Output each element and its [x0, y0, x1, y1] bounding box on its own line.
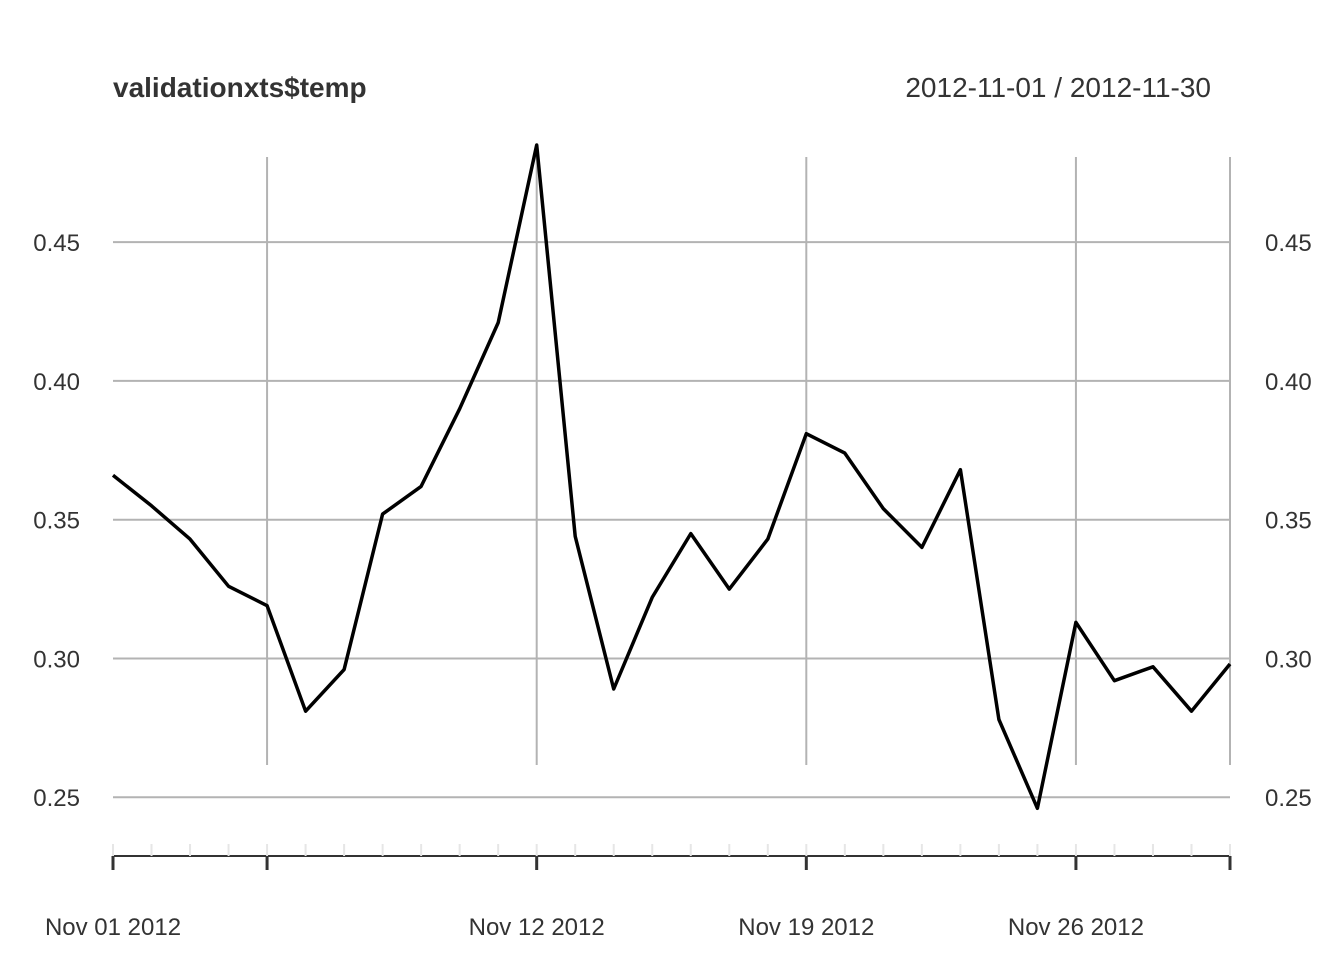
- y-tick-label-right: 0.40: [1265, 369, 1312, 396]
- x-tick-label: Nov 26 2012: [1008, 914, 1144, 941]
- y-tick-label-left: 0.25: [33, 785, 80, 812]
- x-tick-label: Nov 01 2012: [45, 914, 181, 941]
- y-tick-label-left: 0.40: [33, 369, 80, 396]
- y-tick-label-right: 0.25: [1265, 785, 1312, 812]
- x-axis-labels: Nov 01 2012 Nov 12 2012 Nov 19 2012 Nov 26 …: [45, 914, 1144, 941]
- y-axis-left-labels: 0.25 0.30 0.35 0.40 0.45: [33, 230, 80, 812]
- chart-title: validationxts$temp: [113, 72, 367, 103]
- y-tick-label-right: 0.30: [1265, 646, 1312, 673]
- x-axis: [111, 844, 1232, 870]
- y-tick-label-left: 0.30: [33, 646, 80, 673]
- grid-lines: [113, 157, 1231, 799]
- series-layer: [111, 143, 1232, 811]
- y-tick-label-left: 0.45: [33, 230, 80, 257]
- x-tick-label: Nov 12 2012: [469, 914, 605, 941]
- date-range-label: 2012-11-01 / 2012-11-30: [905, 72, 1211, 103]
- y-tick-label-right: 0.45: [1265, 230, 1312, 257]
- y-axis-right-labels: 0.25 0.30 0.35 0.40 0.45: [1265, 230, 1312, 812]
- x-tick-label: Nov 19 2012: [738, 914, 874, 941]
- y-tick-label-right: 0.35: [1265, 508, 1312, 535]
- series-line: [111, 143, 1232, 811]
- y-tick-label-left: 0.35: [33, 508, 80, 535]
